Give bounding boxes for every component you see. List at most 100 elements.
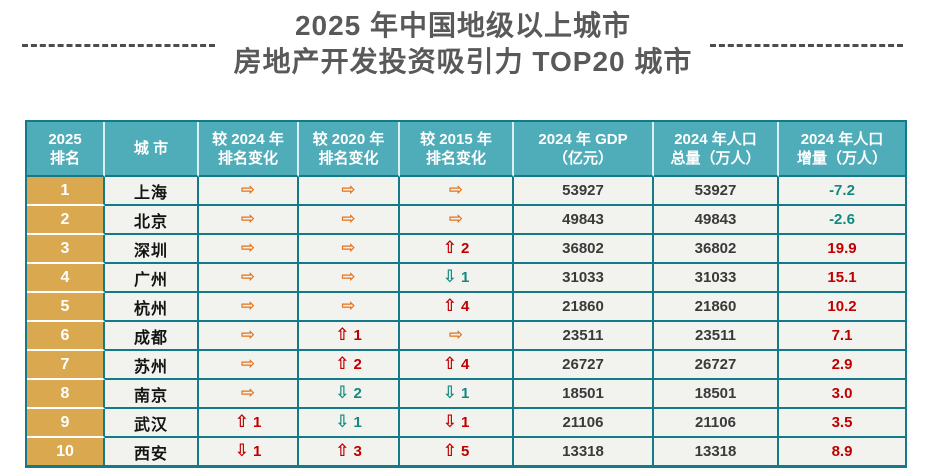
up-arrow-icon: ⇧: [442, 296, 457, 317]
change-amount: 2: [353, 356, 362, 374]
change-vs2015-cell: ⇨: [400, 322, 514, 351]
header-row: 2025 排名 城 市 较 2024 年 排名变化 较 2020 年 排名变化 …: [27, 122, 905, 177]
pop-growth-cell: 19.9: [779, 235, 905, 264]
change-vs2024-cell: ⇨: [199, 380, 299, 409]
change-vs2024-cell: ⇧ 1: [199, 409, 299, 438]
down-arrow-icon: ⇩: [442, 412, 457, 433]
col-header-vs2015: 较 2015 年 排名变化: [400, 122, 514, 177]
rank-cell: 6: [27, 322, 105, 351]
pop-total-cell: 26727: [654, 351, 779, 380]
city-cell: 西安: [105, 438, 199, 465]
gdp-cell: 23511: [514, 322, 654, 351]
pop-total-cell: 49843: [654, 206, 779, 235]
change-amount: 1: [460, 385, 470, 403]
right-arrow-icon: ⇨: [240, 325, 256, 346]
table-row: 3 深圳 ⇨ ⇨ ⇧ 2 36802 36802 19.9: [27, 235, 905, 264]
pop-total-cell: 21106: [654, 409, 779, 438]
change-vs2024-cell: ⇨: [199, 264, 299, 293]
right-arrow-icon: ⇨: [448, 209, 464, 230]
header-line: 2025: [48, 130, 82, 148]
city-cell: 北京: [105, 206, 199, 235]
right-arrow-icon: ⇨: [341, 267, 356, 288]
table-row: 2 北京 ⇨ ⇨ ⇨ 49843 49843 -2.6: [27, 206, 905, 235]
pop-total-cell: 13318: [654, 438, 779, 465]
decorative-dashed-line-left: [22, 44, 215, 47]
header-line: （亿元）: [552, 149, 613, 167]
col-header-vs2020: 较 2020 年 排名变化: [299, 122, 400, 177]
right-arrow-icon: ⇨: [240, 209, 256, 230]
right-arrow-icon: ⇨: [341, 238, 356, 259]
change-vs2020-cell: ⇧ 3: [299, 438, 400, 465]
change-vs2024-cell: ⇨: [199, 322, 299, 351]
decorative-dashed-line-right: [710, 44, 903, 47]
gdp-cell: 13318: [514, 438, 654, 465]
down-arrow-icon: ⇩: [234, 441, 249, 462]
right-arrow-icon: ⇨: [341, 209, 356, 230]
table-header: 2025 排名 城 市 较 2024 年 排名变化 较 2020 年 排名变化 …: [27, 122, 905, 177]
pop-growth-cell: 10.2: [779, 293, 905, 322]
change-vs2015-cell: ⇨: [400, 206, 514, 235]
table-body: 1 上海 ⇨ ⇨ ⇨ 53927 53927 -7.2 2 北京 ⇨ ⇨ ⇨ 49843 49843 -2.6…: [27, 177, 905, 465]
col-header-vs2024: 较 2024 年 排名变化: [199, 122, 299, 177]
right-arrow-icon: ⇨: [240, 180, 256, 201]
change-amount: 2: [353, 385, 362, 403]
pop-growth-cell: 3.5: [779, 409, 905, 438]
rank-cell: 4: [27, 264, 105, 293]
change-vs2015-cell: ⇧ 4: [400, 293, 514, 322]
change-vs2020-cell: ⇨: [299, 264, 400, 293]
pop-total-cell: 36802: [654, 235, 779, 264]
change-vs2015-cell: ⇨: [400, 177, 514, 206]
pop-growth-cell: 3.0: [779, 380, 905, 409]
pop-total-cell: 18501: [654, 380, 779, 409]
change-amount: 1: [252, 414, 262, 432]
header-line: 排名变化: [425, 149, 486, 167]
header-line: 较 2015 年: [420, 130, 492, 148]
gdp-cell: 21860: [514, 293, 654, 322]
change-vs2020-cell: ⇨: [299, 206, 400, 235]
pop-total-cell: 21860: [654, 293, 779, 322]
change-vs2020-cell: ⇨: [299, 235, 400, 264]
page-title: 2025 年中国地级以上城市 房地产开发投资吸引力 TOP20 城市: [0, 8, 926, 80]
pop-growth-cell: -7.2: [779, 177, 905, 206]
right-arrow-icon: ⇨: [240, 267, 256, 288]
right-arrow-icon: ⇨: [341, 296, 356, 317]
header-line: 较 2024 年: [212, 130, 284, 148]
gdp-cell: 49843: [514, 206, 654, 235]
col-header-gdp: 2024 年 GDP （亿元）: [514, 122, 654, 177]
city-cell: 杭州: [105, 293, 199, 322]
right-arrow-icon: ⇨: [448, 325, 464, 346]
change-vs2024-cell: ⇩ 1: [199, 438, 299, 465]
gdp-cell: 31033: [514, 264, 654, 293]
change-vs2020-cell: ⇧ 1: [299, 322, 400, 351]
right-arrow-icon: ⇨: [240, 383, 256, 404]
rank-cell: 9: [27, 409, 105, 438]
city-cell: 苏州: [105, 351, 199, 380]
header-line: 较 2020 年: [312, 130, 385, 148]
rank-cell: 2: [27, 206, 105, 235]
rank-cell: 5: [27, 293, 105, 322]
pop-growth-cell: 8.9: [779, 438, 905, 465]
change-amount: 1: [252, 443, 262, 461]
city-cell: 南京: [105, 380, 199, 409]
change-amount: 1: [460, 414, 470, 432]
page-title-line1: 2025 年中国地级以上城市: [294, 10, 632, 41]
gdp-cell: 18501: [514, 380, 654, 409]
change-vs2015-cell: ⇧ 2: [400, 235, 514, 264]
change-amount: 4: [460, 298, 470, 316]
table-row: 5 杭州 ⇨ ⇨ ⇧ 4 21860 21860 10.2: [27, 293, 905, 322]
rank-cell: 3: [27, 235, 105, 264]
header-line: 2024 年人口: [800, 130, 884, 148]
rank-cell: 1: [27, 177, 105, 206]
down-arrow-icon: ⇩: [442, 383, 457, 404]
table-row: 10 西安 ⇩ 1 ⇧ 3 ⇧ 5 13318 13318 8.9: [27, 438, 905, 465]
right-arrow-icon: ⇨: [341, 180, 356, 201]
down-arrow-icon: ⇩: [335, 412, 350, 433]
change-vs2024-cell: ⇨: [199, 293, 299, 322]
change-amount: 4: [460, 356, 470, 374]
rank-cell: 8: [27, 380, 105, 409]
change-vs2024-cell: ⇨: [199, 206, 299, 235]
header-line: 总量（万人）: [670, 149, 761, 167]
rank-cell: 7: [27, 351, 105, 380]
gdp-cell: 21106: [514, 409, 654, 438]
